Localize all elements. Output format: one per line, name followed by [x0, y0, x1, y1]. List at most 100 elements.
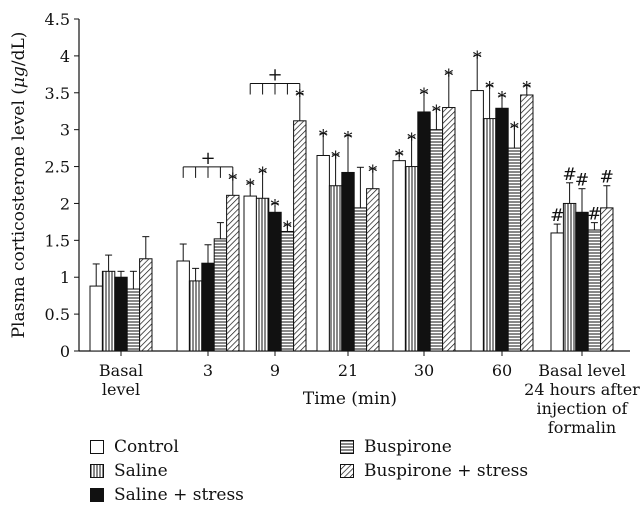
annotations: ****#****#*** *#***#*****#++: [182, 48, 614, 239]
bar-groups: [89, 54, 614, 352]
legend-item: Saline + stress: [90, 484, 244, 506]
significance-mark: *: [246, 176, 255, 197]
significance-mark: #: [550, 206, 564, 226]
significance-mark: *: [331, 148, 340, 169]
bar: [442, 107, 456, 352]
legend-swatch: [90, 464, 104, 478]
x-tick-label: level: [102, 380, 140, 399]
bar: [101, 270, 116, 352]
y-tick-label: 0: [60, 342, 70, 361]
bar: [328, 185, 343, 352]
x-tick-label: 24 hours after: [524, 380, 640, 399]
y-tick-label: 2.5: [45, 158, 70, 177]
legend-label: Buspirone + stress: [364, 461, 529, 481]
bar: [316, 154, 330, 352]
bar: [126, 288, 141, 352]
legend-swatch-fill: [90, 440, 104, 454]
legend-swatch-fill: [340, 440, 354, 454]
y-axis-label: Plasma corticosterone level (μg/dL): [9, 32, 29, 339]
significance-mark: *: [295, 87, 304, 108]
y-tick-label: 4.5: [45, 10, 70, 29]
significance-mark: *: [283, 218, 292, 239]
bar: [255, 197, 270, 352]
bracket-label: +: [200, 148, 215, 169]
bar: [392, 160, 406, 352]
bracket-label: +: [267, 65, 282, 86]
bar: [176, 260, 190, 352]
y-axis-label-part: /dL): [9, 32, 29, 67]
bar: [139, 258, 153, 352]
bar: [268, 211, 282, 352]
significance-mark: *: [407, 130, 416, 151]
significance-mark: *: [432, 102, 441, 123]
bar: [587, 229, 602, 352]
x-tick-label: formalin: [548, 418, 616, 437]
significance-mark: *: [498, 89, 507, 110]
significance-mark: *: [344, 129, 353, 150]
legend-item: Buspirone + stress: [340, 460, 528, 482]
legend-item: Buspirone: [340, 436, 452, 458]
legend-label: Saline: [114, 461, 168, 481]
significance-mark: *: [510, 119, 519, 140]
bar: [495, 107, 509, 352]
bar: [213, 238, 228, 352]
significance-mark: #: [575, 171, 589, 191]
legend-swatch: [340, 464, 354, 478]
bar: [507, 147, 522, 352]
significance-mark: *: [473, 48, 482, 69]
x-tick-label: Basal: [99, 361, 143, 380]
significance-mark: *: [522, 78, 531, 99]
x-tick-label: 30: [414, 361, 434, 380]
bar: [562, 202, 577, 352]
significance-mark: *: [395, 146, 404, 167]
x-tick-label: 3: [203, 361, 213, 380]
legend-swatch: [340, 440, 354, 454]
bar: [243, 195, 257, 352]
legend-label: Control: [114, 437, 179, 457]
x-axis-label: Time (min): [303, 389, 397, 409]
legend-label: Saline + stress: [114, 485, 244, 505]
x-tick-label: 21: [338, 361, 358, 380]
significance-mark: #: [600, 168, 614, 188]
y-tick-label: 3.5: [45, 84, 70, 103]
significance-mark: *: [368, 162, 377, 183]
x-tick-label: 9: [270, 361, 280, 380]
y-tick-label: 2: [60, 194, 70, 213]
significance-mark: *: [420, 85, 429, 106]
significance-mark: #: [562, 165, 576, 185]
legend-swatch: [90, 440, 104, 454]
legend-swatch: [90, 488, 104, 502]
legend-swatch-fill: [90, 488, 104, 502]
y-tick-label: 1: [60, 268, 70, 287]
significance-mark: #: [587, 205, 601, 225]
bar: [226, 194, 240, 352]
significance-mark: *: [444, 66, 453, 87]
legend-swatch-fill: [90, 464, 104, 478]
x-tick-label: 60: [492, 361, 512, 380]
bar: [470, 90, 484, 352]
legend-swatch-fill: [340, 464, 354, 478]
bar: [366, 188, 380, 352]
bar: [341, 171, 355, 352]
bar: [417, 111, 431, 352]
bar: [429, 129, 444, 352]
y-tick-label: 1.5: [45, 231, 70, 250]
y-axis-label-part: Plasma corticosterone level (: [9, 88, 29, 338]
bar: [280, 230, 295, 352]
y-tick-label: 0.5: [45, 305, 70, 324]
bar: [188, 280, 203, 352]
significance-mark: *: [319, 126, 328, 147]
x-tick-label: Basal level: [538, 361, 625, 380]
significance-mark: *: [485, 78, 494, 99]
y-axis-label-part: μg: [9, 66, 29, 88]
y-tick-label: 3: [60, 121, 70, 140]
legend-item: Control: [90, 436, 179, 458]
bar: [575, 211, 589, 352]
bar: [482, 118, 497, 352]
y-tick-label: 4: [60, 47, 70, 66]
bar: [353, 207, 368, 352]
significance-mark: *: [271, 196, 280, 217]
